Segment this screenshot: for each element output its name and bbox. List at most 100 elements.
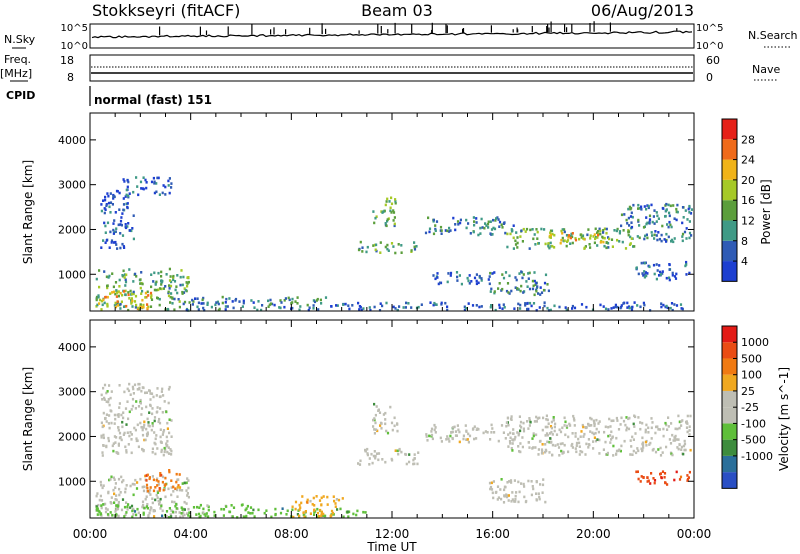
scatter-cell: [232, 506, 236, 509]
scatter-cell: [121, 234, 125, 237]
scatter-cell: [131, 292, 134, 296]
scatter-cell: [385, 301, 388, 305]
scatter-cell: [631, 305, 634, 309]
scatter-cell: [107, 439, 110, 443]
scatter-cell: [672, 204, 675, 207]
scatter-cell: [509, 431, 512, 435]
scatter-cell: [488, 275, 491, 278]
scatter-cell: [558, 428, 561, 432]
scatter-cell: [497, 496, 500, 499]
scatter-cell: [312, 307, 315, 310]
scatter-cell: [434, 227, 437, 231]
scatter-cell: [437, 282, 440, 286]
y-tick-label: 2000: [58, 430, 86, 443]
scatter-cell: [159, 407, 162, 410]
scatter-cell: [151, 451, 154, 454]
scatter-cell: [112, 442, 115, 445]
scatter-cell: [517, 288, 520, 291]
scatter-cell: [684, 209, 687, 212]
scatter-cell: [677, 438, 680, 441]
scatter-cell: [535, 420, 538, 423]
scatter-cell: [390, 202, 394, 206]
scatter-cell: [569, 234, 572, 238]
scatter-cell: [657, 217, 660, 220]
scatter-cell: [605, 227, 608, 231]
colorbar-tick-label: 500: [741, 352, 762, 365]
scatter-cell: [105, 203, 108, 206]
scatter-cell: [104, 510, 108, 514]
scatter-cell: [660, 233, 663, 237]
scatter-cell: [527, 307, 530, 311]
scatter-cell: [583, 238, 586, 241]
scatter-cell: [465, 218, 468, 222]
scatter-cell: [615, 229, 618, 233]
scatter-cell: [668, 278, 671, 282]
scatter-cell: [531, 228, 534, 231]
scatter-cell: [537, 492, 540, 495]
scatter-cell: [585, 442, 588, 446]
scatter-cell: [490, 488, 494, 491]
scatter-cell: [514, 498, 517, 501]
scatter-cell: [124, 445, 127, 449]
scatter-cell: [649, 441, 652, 445]
scatter-cell: [381, 458, 384, 461]
scatter-cell: [385, 429, 388, 433]
scatter-cell: [684, 264, 687, 268]
scatter-cell: [139, 398, 142, 402]
scatter-cell: [520, 270, 523, 273]
scatter-cell: [116, 507, 120, 511]
scatter-cell: [169, 295, 172, 299]
scatter-cell: [688, 231, 692, 235]
scatter-cell: [688, 220, 691, 223]
scatter-cell: [500, 497, 503, 501]
scatter-cell: [125, 273, 128, 277]
scatter-cell: [645, 207, 648, 211]
scatter-cell: [439, 225, 443, 229]
scatter-cell: [196, 297, 199, 300]
scatter-cell: [107, 398, 110, 401]
scatter-cell: [125, 449, 128, 452]
scatter-cell: [339, 507, 342, 511]
scatter-cell: [563, 424, 566, 427]
scatter-cell: [104, 507, 108, 510]
scatter-cell: [131, 385, 134, 389]
scatter-cell: [124, 490, 127, 494]
scatter-cell: [627, 216, 630, 220]
scatter-cell: [549, 231, 552, 235]
scatter-cell: [168, 287, 171, 290]
scatter-cell: [101, 454, 104, 457]
scatter-cell: [134, 428, 137, 432]
scatter-cell: [630, 221, 633, 224]
scatter-cell: [376, 452, 379, 455]
scatter-cell: [174, 288, 177, 292]
scatter-cell: [522, 227, 525, 231]
scatter-cell: [171, 302, 174, 305]
scatter-cell: [653, 209, 656, 212]
scatter-cell: [106, 221, 110, 225]
scatter-cell: [137, 511, 140, 515]
scatter-cell: [168, 418, 171, 421]
scatter-cell: [374, 216, 377, 220]
scatter-cell: [506, 416, 510, 420]
scatter-cell: [517, 302, 520, 306]
scatter-cell: [151, 475, 154, 478]
scatter-cell: [102, 503, 105, 506]
scatter-cell: [141, 447, 144, 451]
scatter-cell: [673, 303, 676, 306]
scatter-cell: [501, 307, 504, 310]
scatter-cell: [153, 180, 156, 184]
scatter-cell: [160, 270, 163, 274]
scatter-cell: [489, 438, 492, 441]
scatter-cell: [624, 247, 628, 250]
scatter-cell: [296, 296, 299, 299]
scatter-cell: [546, 440, 549, 444]
scatter-cell: [135, 513, 138, 517]
scatter-cell: [679, 303, 683, 306]
scatter-cell: [379, 251, 382, 254]
scatter-cell: [136, 507, 139, 511]
scatter-cell: [155, 288, 158, 292]
scatter-cell: [524, 304, 527, 307]
scatter-cell: [547, 309, 551, 312]
nsky-tick-top: 10^5: [61, 23, 88, 34]
scatter-cell: [475, 273, 478, 276]
